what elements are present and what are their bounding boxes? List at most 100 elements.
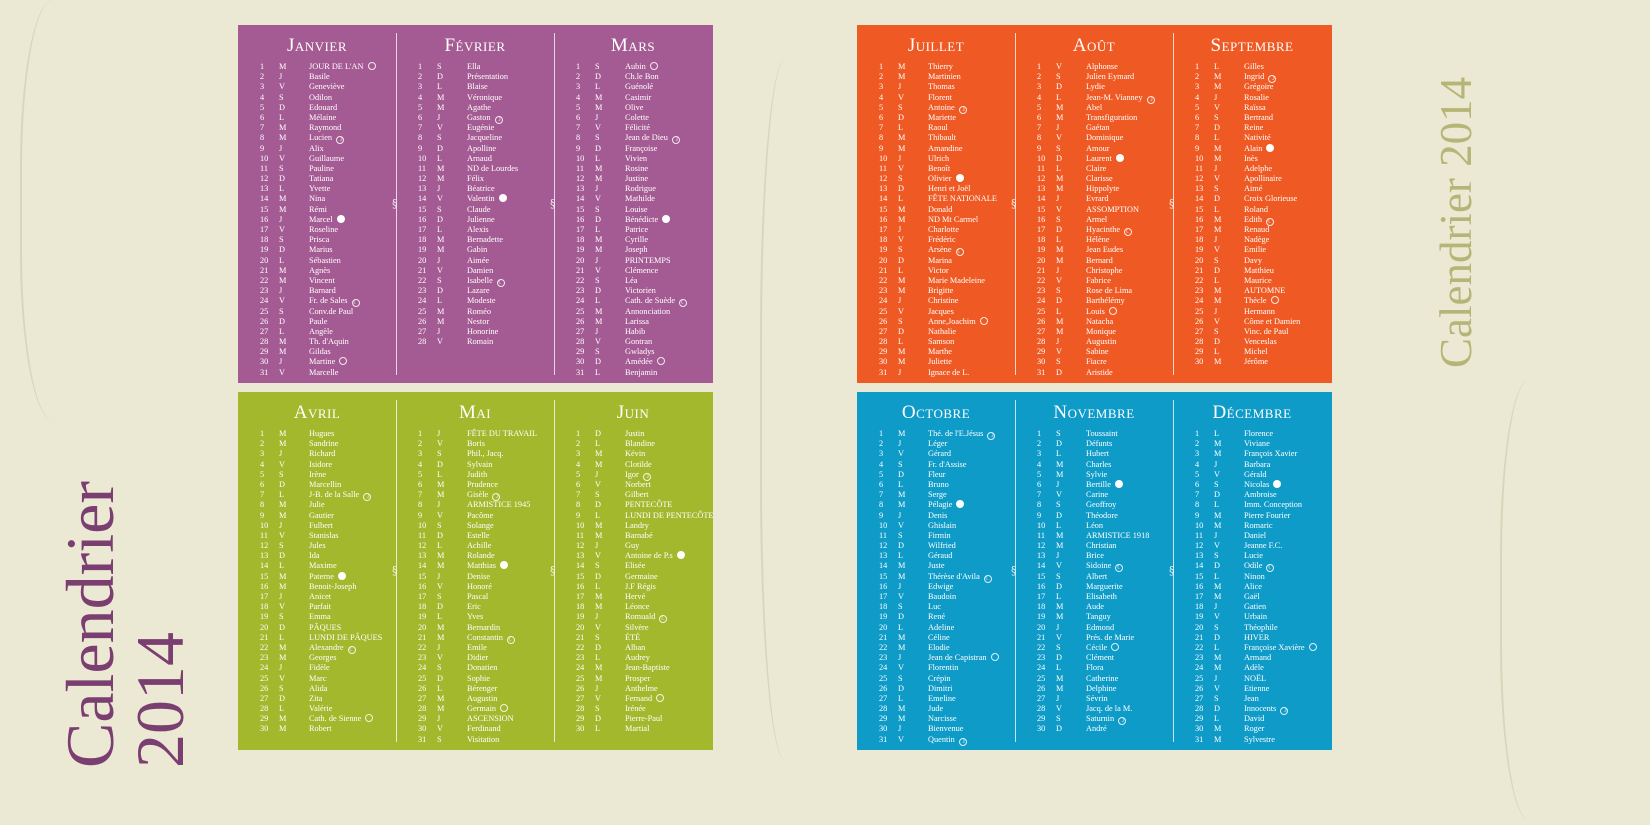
day-row: 21 L Victor [857, 266, 1015, 276]
saint-name: Abel [1086, 103, 1102, 113]
day-number: 8 [879, 133, 884, 143]
saint-name-text: Aristide [1086, 367, 1113, 377]
saint-name: Gérard [928, 449, 951, 459]
weekday-letter: J [279, 286, 283, 296]
weekday-letter: S [437, 133, 442, 143]
day-number: 9 [1195, 143, 1200, 153]
day-row: 1 S Aubin [554, 62, 712, 72]
day-row: 20 L Adeline [857, 623, 1015, 633]
day-row: 17 L Patrice [554, 225, 712, 235]
weekday-letter: M [1214, 663, 1222, 673]
saint-name: J-B. de la Salle ☽ [309, 490, 372, 502]
saint-name-text: Emile [467, 642, 487, 652]
day-number: 4 [1195, 92, 1200, 102]
saint-name-text: Davy [1244, 255, 1262, 265]
weekday-letter: V [279, 153, 285, 163]
saint-name-text: AUTOMNE [1244, 286, 1286, 296]
day-row: 18 M Léonce [554, 602, 712, 612]
saint-name-text: PENTECÔTE [625, 500, 673, 510]
saint-name: Daniel [1244, 531, 1266, 541]
saint-name-text: Aimée [467, 255, 490, 265]
day-number: 27 [879, 326, 888, 336]
day-row: 9 M Amandine [857, 144, 1015, 154]
saint-name-text: Fidèle [309, 663, 330, 673]
saint-name: Reine [1244, 123, 1263, 133]
weekday-letter: V [437, 724, 443, 734]
day-number: 24 [576, 663, 585, 673]
saint-name: Nadège [1244, 235, 1269, 245]
saint-name: Théodore [1086, 511, 1118, 521]
saint-name: Adeline [928, 623, 954, 633]
saint-name: Innocents ☽ [1244, 704, 1289, 716]
day-row: 10 D Laurent [1015, 153, 1173, 164]
day-number: 19 [879, 245, 888, 255]
saint-name: Jean de Dieu ☽ [625, 133, 680, 145]
day-number: 29 [1195, 714, 1204, 724]
day-number: 11 [576, 163, 584, 173]
day-number: 29 [576, 347, 585, 357]
day-number: 6 [1195, 479, 1200, 489]
weekday-letter: V [437, 510, 443, 520]
saint-name-text: David [1244, 714, 1265, 724]
day-row: 12 J Guy [554, 541, 712, 551]
day-row: 9 D Apolline [396, 144, 554, 154]
day-row: 15 V ASSOMPTION [1015, 205, 1173, 215]
saint-name: Ingrid ☽ [1244, 72, 1277, 84]
day-row: 14 D Croix Glorieuse [1173, 194, 1331, 204]
weekday-letter: M [595, 306, 603, 316]
day-row: 22 J Emile [396, 643, 554, 653]
weekday-letter: V [595, 622, 601, 632]
day-number: 17 [260, 592, 269, 601]
day-number: 19 [1195, 612, 1204, 622]
saint-name-text: Sylvestre [1244, 734, 1275, 744]
day-number: 15 [576, 571, 585, 581]
saint-name-text: J.F Régis [625, 581, 656, 591]
weekday-letter: V [1056, 561, 1062, 571]
weekday-letter: V [437, 581, 443, 591]
saint-name: Antoine ☽ [928, 103, 967, 114]
day-row: 6 L Mélaine [238, 113, 396, 123]
day-number: 29 [879, 347, 888, 357]
saint-name-text: Alban [625, 642, 646, 652]
day-number: 15 [418, 204, 427, 214]
day-number: 13 [260, 184, 269, 194]
saint-name: Marina [928, 256, 952, 266]
weekday-letter: L [1214, 500, 1220, 510]
saint-name: Catherine [1086, 674, 1118, 684]
saint-name-text: Jérôme [1244, 357, 1268, 367]
weekday-letter: L [437, 469, 443, 479]
weekday-letter: J [1214, 459, 1218, 469]
weekday-letter: J [1214, 530, 1218, 540]
day-row: 9 S Amour [1015, 144, 1173, 154]
saint-name: Amour [1086, 144, 1110, 154]
saint-name: Robert [309, 724, 332, 734]
saint-name: Delphine [1086, 684, 1116, 694]
day-number: 6 [1037, 479, 1042, 489]
saint-name-text: Frédéric [928, 235, 956, 245]
saint-name: Vincent [309, 276, 335, 286]
saint-name-text: Julien Eymard [1086, 72, 1135, 82]
day-number: 16 [879, 214, 888, 224]
weekday-letter: L [1214, 62, 1220, 71]
weekday-letter: L [1214, 571, 1220, 581]
weekday-letter: J [898, 724, 902, 734]
day-row: 27 M Augustin [396, 694, 554, 704]
weekday-letter: J [898, 153, 902, 163]
weekday-letter: S [898, 316, 903, 326]
weekday-letter: S [595, 704, 600, 714]
saint-name-text: Grégoire [1244, 82, 1274, 92]
weekday-letter: V [1214, 469, 1220, 479]
saint-name: Alix [309, 144, 324, 154]
saint-name: Honorine [467, 327, 498, 337]
weekday-letter: M [1056, 673, 1064, 683]
day-number: 21 [1037, 632, 1046, 642]
saint-name: Landry [625, 521, 649, 531]
saint-name-text: Roger [1244, 724, 1265, 734]
saint-name-text: Inès [1244, 153, 1258, 163]
saint-name-text: Valentin [467, 194, 495, 204]
day-number: 21 [576, 265, 585, 275]
weekday-letter: D [279, 174, 285, 184]
day-list: 1 S Aubin 2 D Ch.le Bon 3 L Guénolé 4 M Casimir 5 M Ol… [554, 62, 712, 378]
day-row: 28 D Venceslas [1173, 337, 1331, 347]
day-row: 10 V Guillaume [238, 154, 396, 164]
